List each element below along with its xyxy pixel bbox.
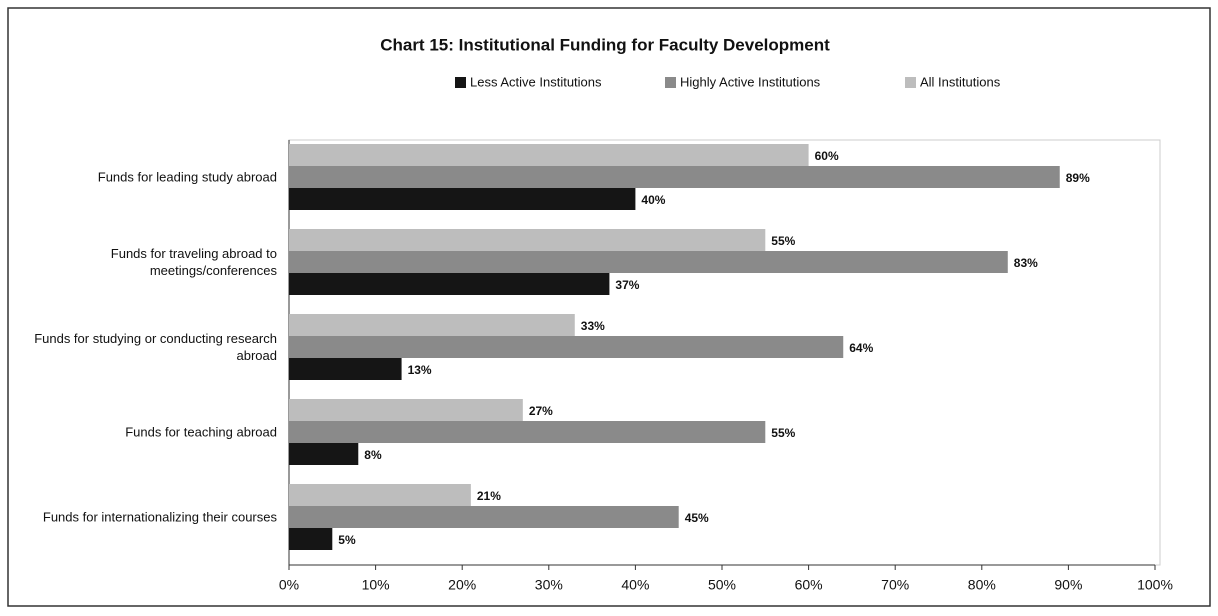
- x-tick-label: 70%: [881, 577, 909, 593]
- bar: [289, 336, 844, 358]
- bar: [289, 506, 679, 528]
- category-label: Funds for leading study abroad: [97, 169, 277, 185]
- value-label: 21%: [477, 489, 501, 503]
- value-label: 55%: [771, 234, 795, 248]
- x-tick-label: 90%: [1054, 577, 1082, 593]
- x-tick-label: 0%: [279, 577, 299, 593]
- bar: [289, 528, 333, 550]
- x-tick-label: 30%: [535, 577, 563, 593]
- value-label: 37%: [615, 278, 639, 292]
- value-label: 89%: [1066, 171, 1090, 185]
- value-label: 45%: [685, 511, 709, 525]
- legend-swatch: [905, 77, 916, 88]
- x-tick-label: 80%: [968, 577, 996, 593]
- x-tick-label: 50%: [708, 577, 736, 593]
- category-label: Funds for studying or conducting researc…: [34, 331, 277, 363]
- legend-label: All Institutions: [920, 74, 1001, 89]
- bar: [289, 421, 766, 443]
- value-label: 60%: [815, 149, 839, 163]
- x-tick-label: 40%: [621, 577, 649, 593]
- x-tick-label: 10%: [362, 577, 390, 593]
- value-label: 55%: [771, 426, 795, 440]
- bar: [289, 229, 766, 251]
- x-tick-label: 60%: [795, 577, 823, 593]
- category-label: Funds for traveling abroad to meetings/c…: [110, 246, 277, 278]
- chart-title: Chart 15: Institutional Funding for Facu…: [380, 35, 830, 54]
- legend-swatch: [455, 77, 466, 88]
- category-label: Funds for internationalizing their cours…: [42, 509, 277, 525]
- value-label: 27%: [529, 404, 553, 418]
- legend-label: Less Active Institutions: [470, 74, 602, 89]
- bar: [289, 314, 575, 336]
- category-label: Funds for teaching abroad: [125, 424, 277, 440]
- bar: [289, 188, 636, 210]
- x-tick-label: 20%: [448, 577, 476, 593]
- bar: [289, 358, 402, 380]
- value-label: 40%: [641, 193, 665, 207]
- bar: [289, 484, 471, 506]
- frame: [7, 7, 1211, 607]
- bar: [289, 166, 1060, 188]
- bar: [289, 251, 1008, 273]
- legend-swatch: [665, 77, 676, 88]
- value-label: 8%: [364, 448, 382, 462]
- legend-label: Highly Active Institutions: [680, 74, 821, 89]
- value-label: 83%: [1014, 256, 1038, 270]
- bar: [289, 399, 523, 421]
- value-label: 13%: [408, 363, 432, 377]
- bar: [289, 273, 610, 295]
- value-label: 33%: [581, 319, 605, 333]
- value-label: 64%: [849, 341, 873, 355]
- x-tick-label: 100%: [1137, 577, 1173, 593]
- bar: [289, 443, 359, 465]
- value-label: 5%: [338, 533, 356, 547]
- bar: [289, 144, 809, 166]
